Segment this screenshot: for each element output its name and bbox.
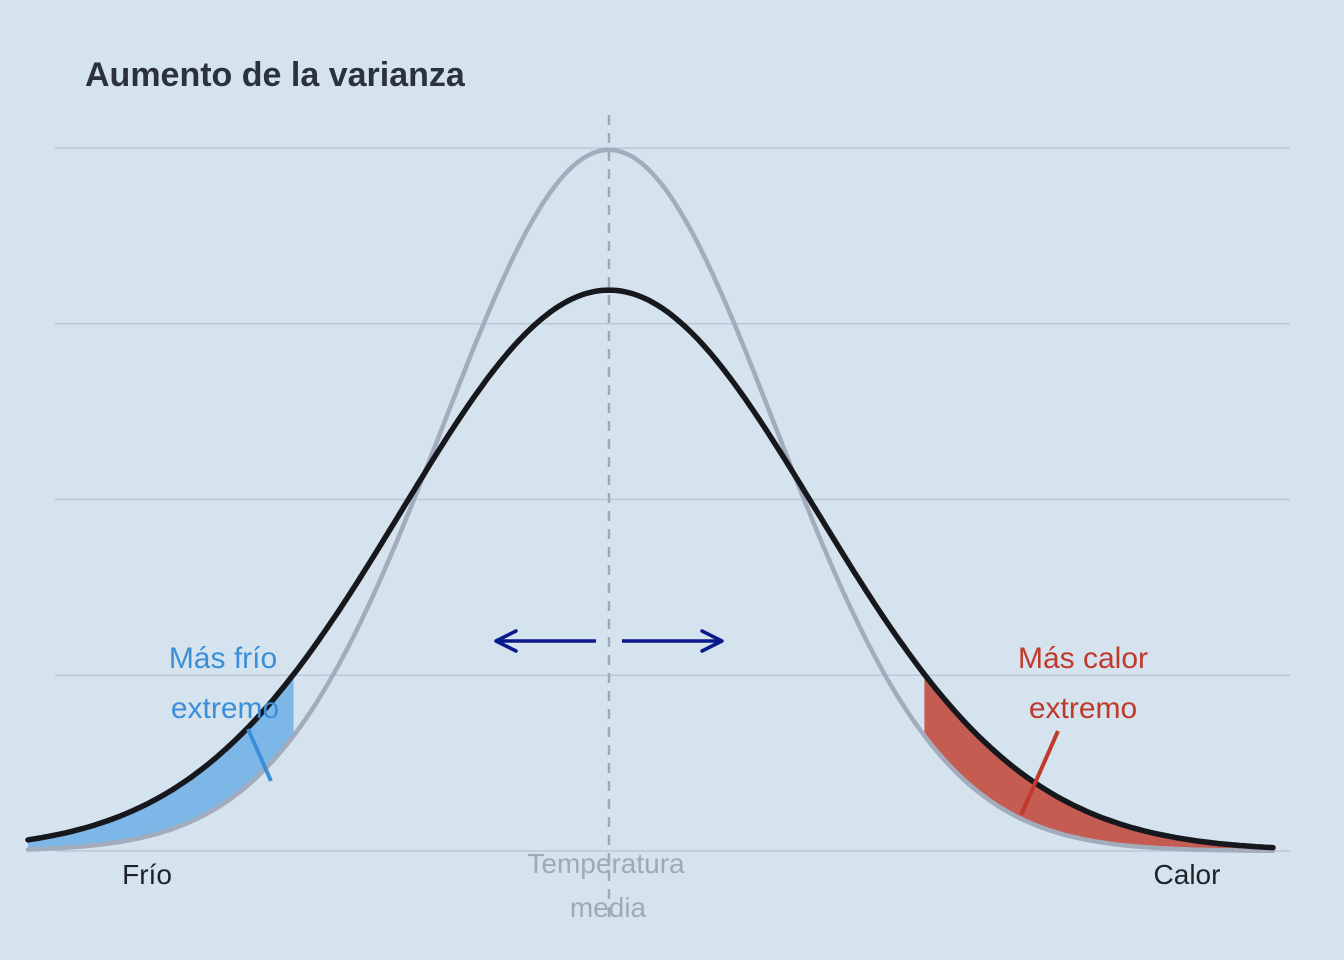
left-arrow-head <box>494 629 518 653</box>
right-arrow-head <box>700 629 724 653</box>
cold-extreme-area <box>28 674 294 850</box>
spread-arrows <box>494 629 724 653</box>
chart-title: Aumento de la varianza <box>85 56 466 94</box>
mean-label-line1: Temperatura <box>527 848 685 879</box>
hot-label-line2: extremo <box>1029 692 1137 725</box>
reference-distribution-curve <box>25 147 1276 854</box>
density-curves <box>25 147 1276 854</box>
cold-label-line1: Más frío <box>169 642 277 675</box>
tail-areas <box>28 674 1273 851</box>
hot-extreme-area <box>924 674 1273 851</box>
x-tick-label-cold: Frío <box>122 859 172 890</box>
label-pointers <box>246 728 1060 816</box>
mean-label-line2: media <box>570 892 647 923</box>
hot-label-pointer <box>1019 730 1060 816</box>
hot-label-line1: Más calor <box>1018 642 1148 675</box>
cold-label-line2: extremo <box>171 692 279 725</box>
x-tick-label-hot: Calor <box>1154 859 1221 890</box>
gridlines <box>55 147 1290 852</box>
cold-label-pointer <box>246 728 273 782</box>
wider-distribution-curve <box>25 287 1276 851</box>
